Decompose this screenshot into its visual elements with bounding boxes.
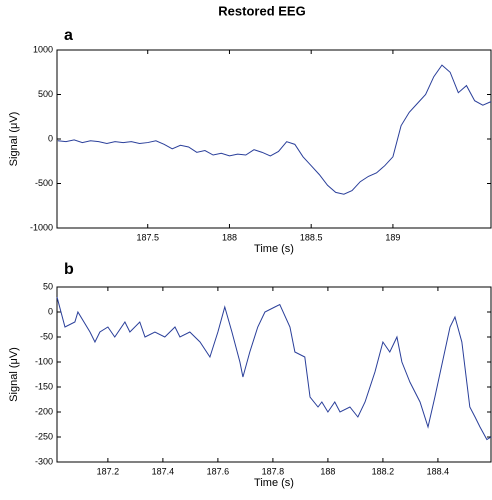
y-tick-label: -300	[35, 456, 53, 466]
y-tick-label: 1000	[33, 44, 53, 54]
x-tick-label: 187.4	[152, 466, 175, 476]
panel-label: b	[64, 261, 74, 278]
x-tick-label: 187.2	[97, 466, 120, 476]
y-tick-label: -100	[35, 356, 53, 366]
x-tick-label: 187.5	[136, 232, 159, 242]
y-tick-label: 500	[38, 89, 53, 99]
x-axis-label: Time (s)	[254, 477, 294, 489]
y-tick-label: -200	[35, 406, 53, 416]
x-tick-label: 187.8	[262, 466, 285, 476]
signal-line	[57, 64, 492, 195]
y-tick-label: -1000	[30, 222, 53, 232]
x-tick-label: 188.5	[300, 232, 323, 242]
x-tick-label: 188.4	[427, 466, 450, 476]
x-tick-label: 188	[320, 466, 335, 476]
x-tick-label: 189	[385, 232, 400, 242]
y-tick-label: -250	[35, 431, 53, 441]
signal-line	[56, 296, 492, 441]
x-axis-label: Time (s)	[254, 243, 294, 255]
y-tick-label: 50	[43, 281, 53, 291]
y-tick-label: -500	[35, 178, 53, 188]
x-tick-label: 188	[222, 232, 237, 242]
figure-title: Restored EEG	[218, 3, 305, 18]
y-axis-label: Signal (μV)	[8, 347, 20, 402]
y-tick-label: -50	[40, 331, 53, 341]
x-tick-label: 187.6	[207, 466, 230, 476]
y-tick-label: 0	[48, 133, 53, 143]
y-tick-label: 0	[48, 306, 53, 316]
panel-label: a	[64, 27, 73, 44]
plot-area	[56, 286, 492, 463]
y-axis-label: Signal (μV)	[8, 112, 20, 167]
y-tick-label: -150	[35, 381, 53, 391]
plot-area	[56, 49, 492, 229]
x-tick-label: 188.2	[372, 466, 395, 476]
